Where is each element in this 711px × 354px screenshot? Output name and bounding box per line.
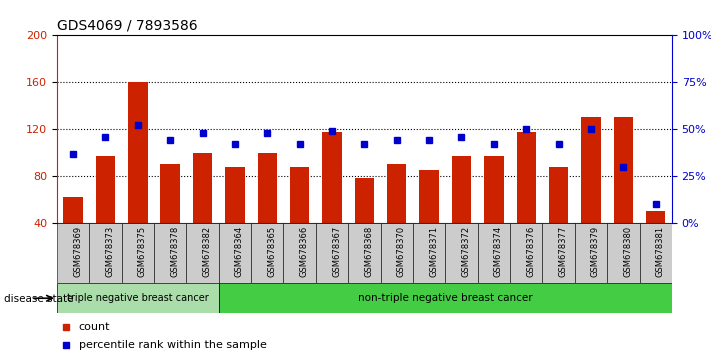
- Bar: [322, 132, 342, 223]
- Text: GSM678381: GSM678381: [656, 226, 665, 277]
- Text: GSM678377: GSM678377: [559, 226, 567, 277]
- Text: GSM678382: GSM678382: [203, 226, 212, 277]
- Bar: [380, 223, 413, 283]
- Text: GSM678374: GSM678374: [494, 226, 503, 277]
- Bar: [582, 118, 601, 223]
- Bar: [413, 223, 445, 283]
- Bar: [219, 283, 672, 313]
- Text: non-triple negative breast cancer: non-triple negative breast cancer: [358, 293, 533, 303]
- Bar: [154, 223, 186, 283]
- Bar: [419, 170, 439, 223]
- Bar: [63, 197, 82, 223]
- Bar: [510, 223, 542, 283]
- Text: GSM678364: GSM678364: [235, 226, 244, 277]
- Bar: [257, 153, 277, 223]
- Text: GSM678376: GSM678376: [526, 226, 535, 277]
- Text: GSM678369: GSM678369: [73, 226, 82, 277]
- Text: disease state: disease state: [4, 294, 73, 304]
- Text: GDS4069 / 7893586: GDS4069 / 7893586: [57, 19, 198, 33]
- Text: GSM678366: GSM678366: [299, 226, 309, 277]
- Bar: [574, 223, 607, 283]
- Bar: [290, 167, 309, 223]
- Text: GSM678375: GSM678375: [138, 226, 146, 277]
- Bar: [161, 164, 180, 223]
- Bar: [186, 223, 219, 283]
- Bar: [251, 223, 284, 283]
- Text: GSM678372: GSM678372: [461, 226, 471, 277]
- Text: GSM678368: GSM678368: [364, 226, 373, 277]
- Bar: [90, 223, 122, 283]
- Text: GSM678379: GSM678379: [591, 226, 600, 277]
- Bar: [607, 223, 639, 283]
- Bar: [614, 118, 633, 223]
- Bar: [516, 132, 536, 223]
- Bar: [639, 223, 672, 283]
- Bar: [451, 156, 471, 223]
- Text: count: count: [78, 322, 110, 332]
- Bar: [355, 178, 374, 223]
- Text: percentile rank within the sample: percentile rank within the sample: [78, 340, 267, 350]
- Bar: [445, 223, 478, 283]
- Text: GSM678373: GSM678373: [105, 226, 114, 277]
- Bar: [96, 156, 115, 223]
- Bar: [57, 223, 90, 283]
- Bar: [57, 283, 219, 313]
- Bar: [122, 223, 154, 283]
- Bar: [193, 153, 213, 223]
- Text: GSM678371: GSM678371: [429, 226, 438, 277]
- Text: GSM678365: GSM678365: [267, 226, 277, 277]
- Bar: [484, 156, 503, 223]
- Text: triple negative breast cancer: triple negative breast cancer: [67, 293, 208, 303]
- Bar: [646, 211, 665, 223]
- Bar: [128, 82, 147, 223]
- Bar: [225, 167, 245, 223]
- Text: GSM678370: GSM678370: [397, 226, 406, 277]
- Bar: [219, 223, 251, 283]
- Bar: [387, 164, 407, 223]
- Bar: [316, 223, 348, 283]
- Bar: [549, 167, 568, 223]
- Text: GSM678380: GSM678380: [624, 226, 632, 277]
- Bar: [542, 223, 574, 283]
- Bar: [478, 223, 510, 283]
- Text: GSM678367: GSM678367: [332, 226, 341, 277]
- Text: GSM678378: GSM678378: [170, 226, 179, 277]
- Bar: [284, 223, 316, 283]
- Bar: [348, 223, 380, 283]
